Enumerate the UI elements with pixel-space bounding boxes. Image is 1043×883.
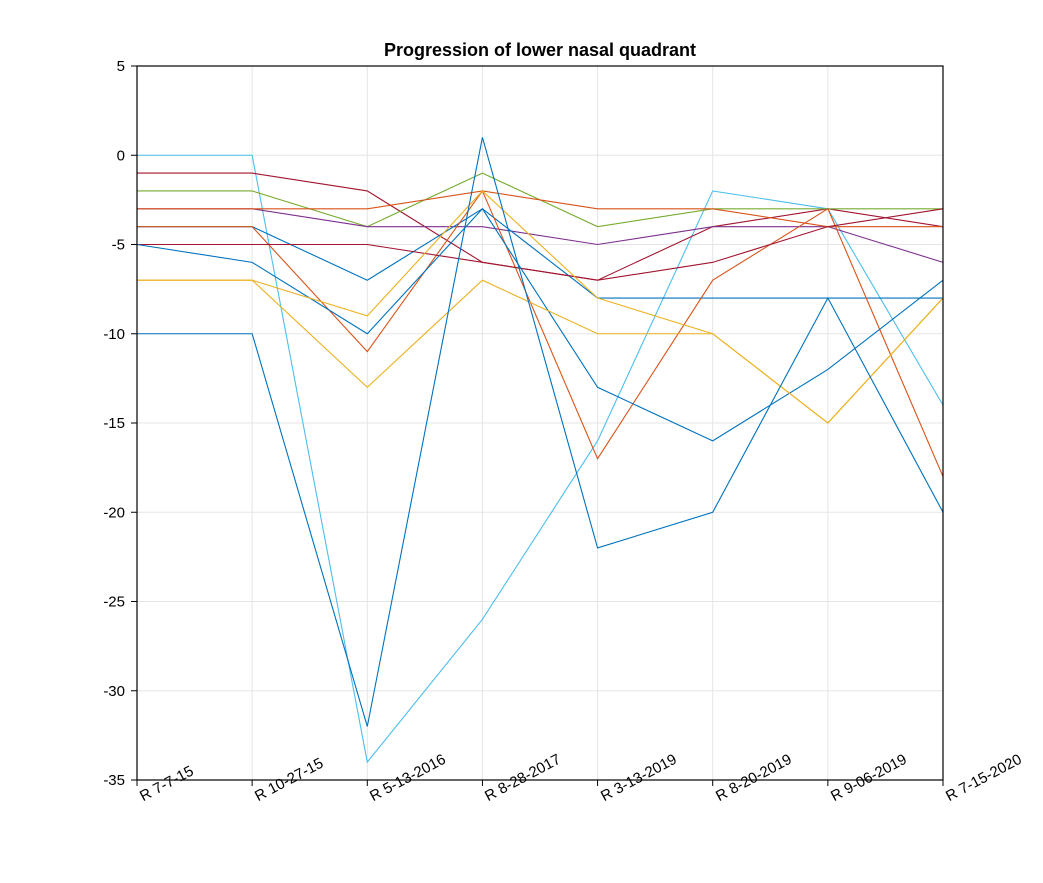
svg-text:0: 0 [117,147,125,164]
svg-text:-5: -5 [112,237,125,254]
svg-text:-10: -10 [103,326,125,343]
svg-text:-25: -25 [103,594,125,611]
svg-text:-20: -20 [103,504,125,521]
svg-text:5: 5 [117,58,125,75]
svg-text:-15: -15 [103,415,125,432]
svg-text:-30: -30 [103,683,125,700]
svg-text:-35: -35 [103,772,125,789]
